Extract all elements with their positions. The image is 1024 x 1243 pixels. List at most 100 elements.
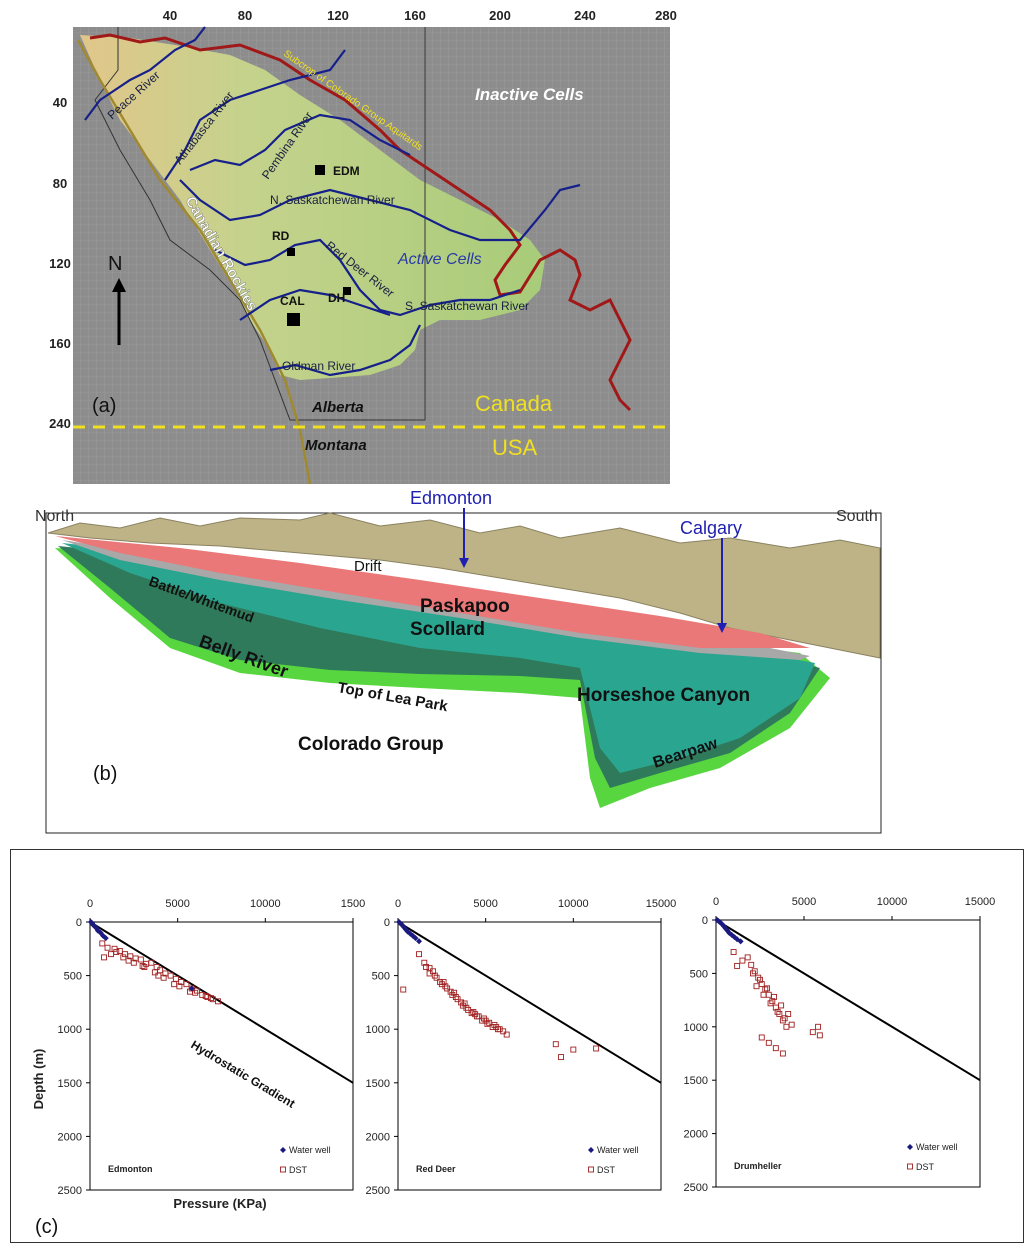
city-label: DH	[328, 291, 345, 305]
cross-section-panel: North South Edmonton Calgary Drift Paska…	[35, 488, 882, 834]
legend-water-well-marker	[907, 1144, 913, 1150]
dst-point	[734, 962, 741, 969]
dst-point	[108, 951, 114, 958]
y-tick: 160	[49, 336, 71, 351]
water-well-point	[720, 923, 727, 930]
dst-point	[426, 970, 433, 977]
water-well-point	[404, 928, 411, 935]
y-tick-label: 500	[372, 971, 390, 983]
dst-point	[815, 1023, 822, 1030]
x-tick: 160	[404, 8, 426, 23]
paskapoo-layer	[55, 536, 810, 648]
dst-point	[785, 1011, 792, 1017]
water-well-point	[402, 926, 409, 933]
north-label: N	[108, 253, 122, 275]
dst-point	[148, 959, 155, 966]
dst-point	[750, 970, 756, 977]
y-tick-label: 2000	[58, 1131, 82, 1143]
x-tick-label: 10000	[877, 896, 908, 908]
chart-title: Drumheller	[734, 1161, 782, 1171]
dst-point	[816, 1032, 823, 1039]
dst-point	[739, 957, 746, 964]
dst-point	[400, 986, 407, 993]
edmonton-label: Edmonton	[410, 488, 492, 508]
dst-point	[765, 1039, 772, 1046]
calgary-arrow-icon	[717, 538, 727, 633]
water-well-point	[188, 985, 195, 992]
dst-point	[781, 1015, 788, 1022]
legend-dst-marker	[588, 1166, 594, 1173]
x-tick-label: 1500	[341, 898, 365, 910]
y-tick: 120	[49, 256, 71, 271]
city-label: CAL	[280, 294, 305, 308]
rivers	[84, 26, 581, 377]
y-tick-label: 1000	[366, 1024, 390, 1036]
chart-title: Red Deer	[416, 1164, 456, 1174]
rockies-line	[76, 39, 312, 485]
water-well-point	[397, 920, 404, 927]
dst-point	[421, 959, 428, 966]
dst-point	[779, 1050, 786, 1057]
dst-point	[764, 985, 770, 992]
chart-title: Edmonton	[108, 1164, 153, 1174]
dst-point	[772, 1045, 779, 1052]
water-well-point	[722, 925, 729, 932]
alberta-label: Alberta	[311, 399, 364, 416]
y-tick: 80	[53, 176, 67, 191]
x-axis-label: Pressure (KPa)	[173, 1196, 266, 1211]
dst-point	[593, 1045, 600, 1052]
dst-point	[171, 981, 178, 988]
north-arrow-icon	[112, 278, 126, 345]
water-well-point	[412, 935, 419, 942]
water-well-point	[102, 935, 109, 942]
subcrop-line	[89, 33, 632, 412]
legend-dst-label: DST	[289, 1165, 308, 1175]
x-tick-label: 5000	[473, 898, 497, 910]
dst-point	[104, 944, 111, 951]
y-tick-label: 1500	[58, 1078, 82, 1090]
x-tick-label: 15000	[965, 896, 996, 908]
plot-area	[89, 921, 354, 1191]
dst-point	[122, 951, 129, 958]
y-tick-label: 2000	[366, 1131, 390, 1143]
y-tick-label: 1500	[366, 1078, 390, 1090]
y-tick-label: 500	[690, 968, 708, 980]
x-tick: 240	[574, 8, 596, 23]
dst-point	[101, 954, 107, 961]
canada-label: Canada	[475, 391, 553, 416]
dst-point	[491, 1021, 498, 1028]
y-tick-label: 0	[76, 917, 82, 929]
y-tick-label: 1000	[684, 1022, 708, 1034]
city-marker	[287, 313, 300, 326]
hydrostatic-gradient-line	[89, 921, 354, 1084]
montana-label: Montana	[305, 437, 367, 454]
dst-point	[778, 1002, 785, 1009]
river-label: S. Saskatchewan River	[405, 299, 529, 313]
edmonton-arrow-icon	[459, 508, 469, 568]
dst-point	[137, 956, 144, 963]
dst-point	[139, 963, 146, 969]
dst-point	[760, 991, 767, 998]
dst-point	[125, 957, 132, 964]
water-well-point	[416, 938, 423, 945]
y-tick-label: 2000	[684, 1129, 708, 1141]
y-tick-label: 1000	[58, 1024, 82, 1036]
panel-a-label: (a)	[92, 395, 116, 417]
dst-point	[116, 947, 123, 954]
dst-point	[153, 964, 160, 970]
y-axis-label: Depth (m)	[31, 1049, 46, 1110]
dst-point	[111, 945, 118, 952]
plot-area	[715, 919, 981, 1188]
y-tick-label: 1500	[684, 1075, 708, 1087]
layer-label: Horseshoe Canyon	[577, 685, 750, 706]
dst-point	[172, 975, 179, 982]
y-tick-label: 0	[702, 915, 708, 927]
water-well-point	[728, 931, 735, 938]
hydrostatic-gradient-line	[397, 921, 662, 1084]
dst-point	[155, 972, 162, 979]
dst-point	[558, 1054, 565, 1061]
panel-b-label: (b)	[93, 763, 117, 785]
dst-point	[570, 1046, 577, 1053]
dst-point	[748, 961, 755, 968]
dst-point	[767, 1000, 774, 1007]
